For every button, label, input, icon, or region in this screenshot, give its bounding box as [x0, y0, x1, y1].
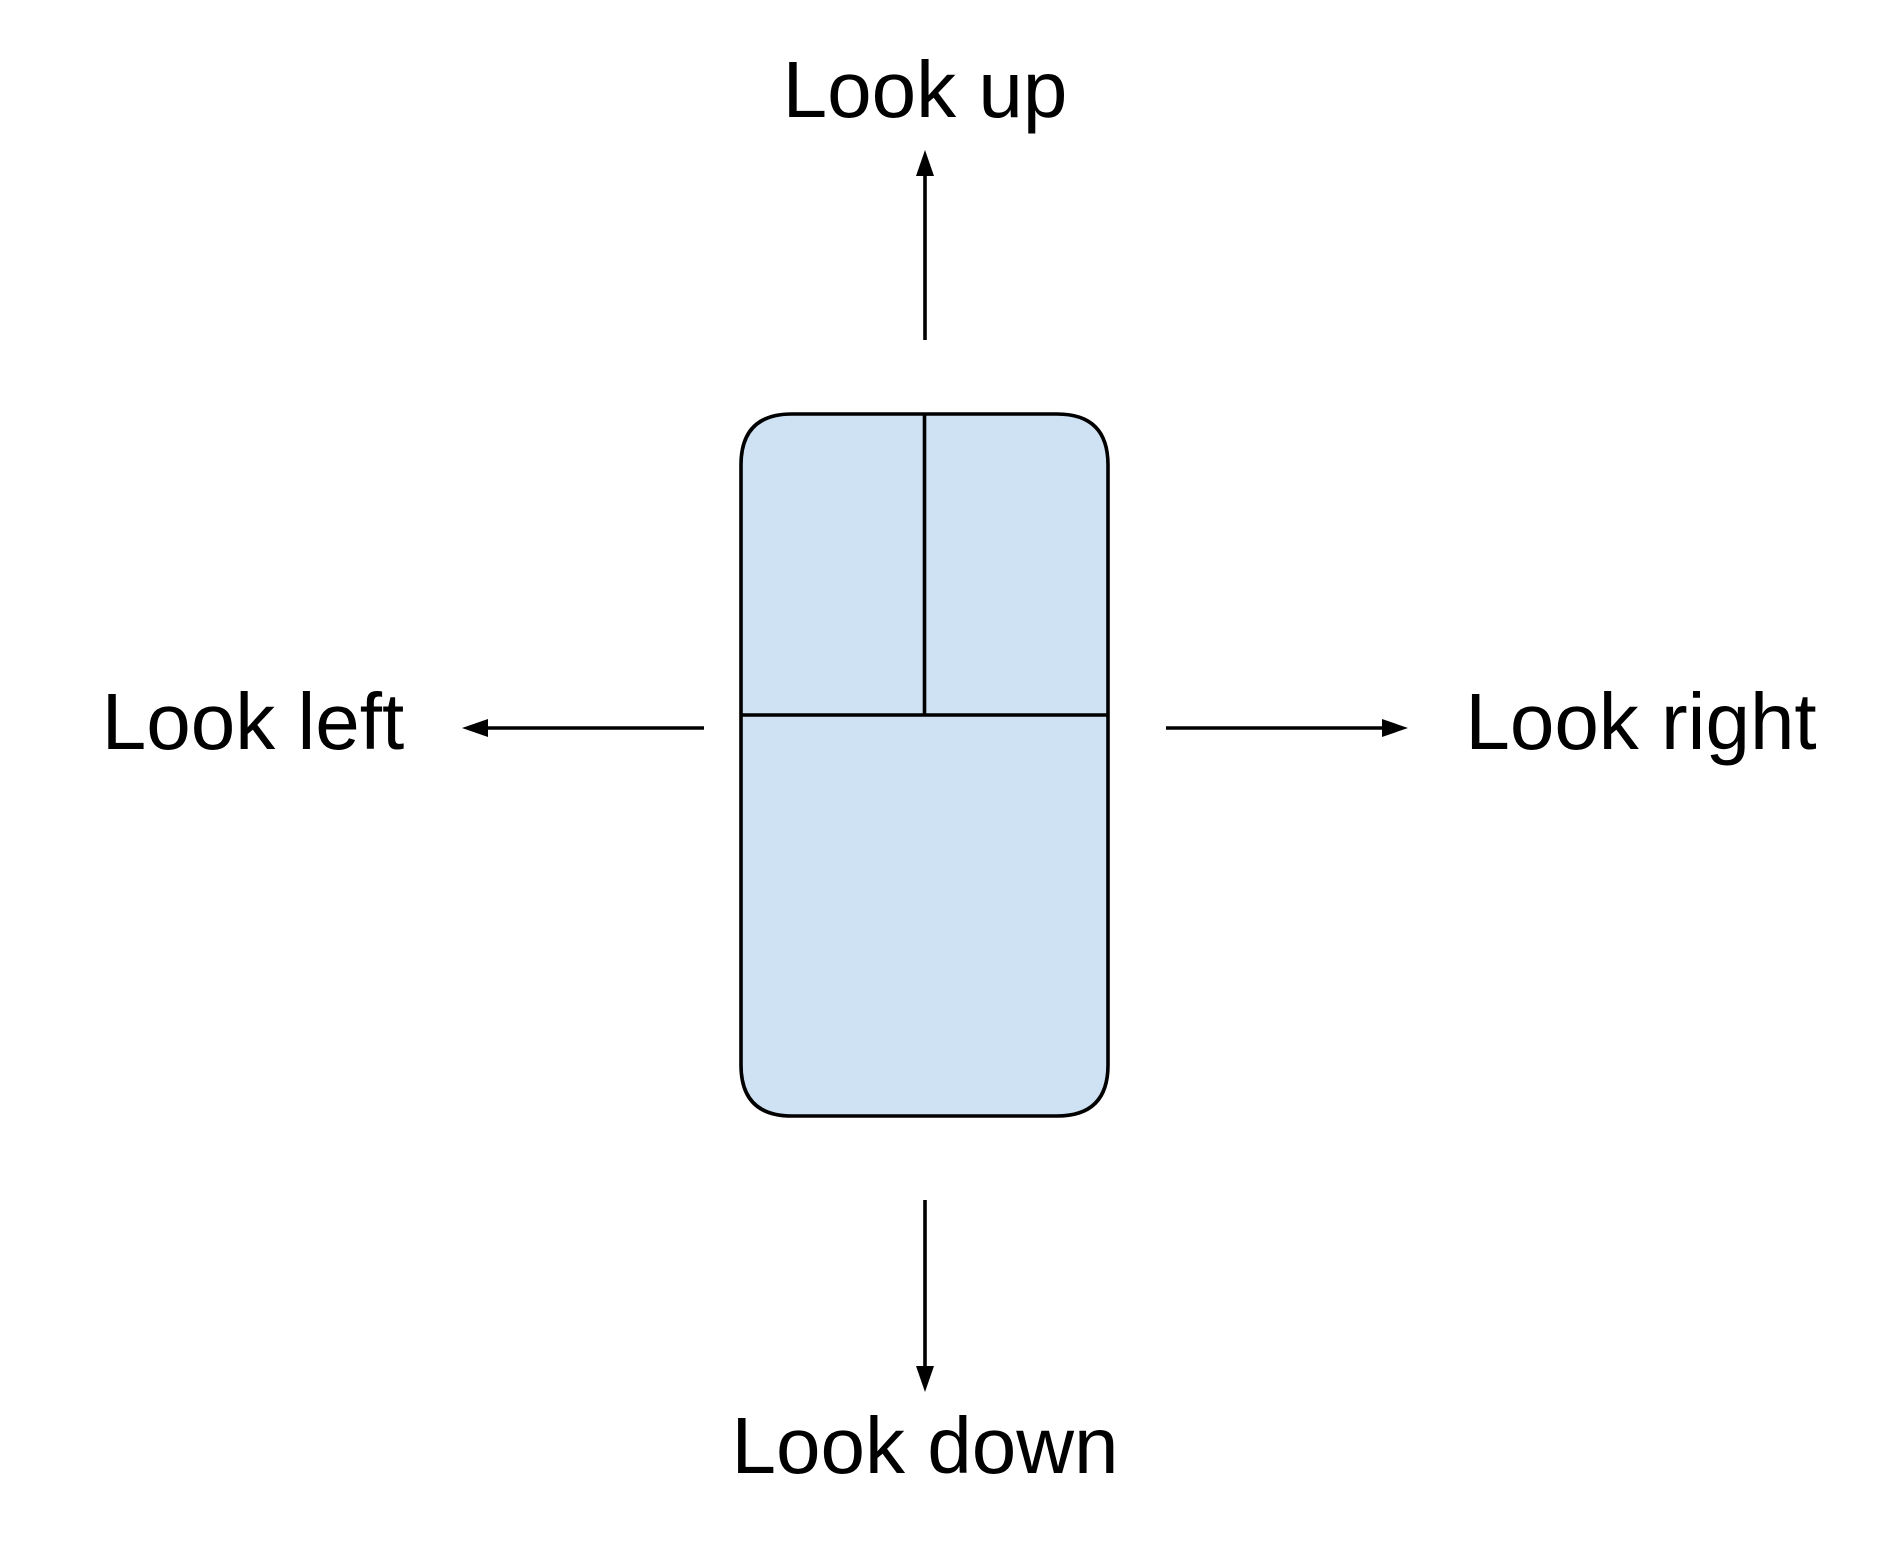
- mouse-body: [739, 412, 1110, 1118]
- arrow-left-icon: [462, 719, 704, 737]
- mouse-icon: [739, 412, 1110, 1118]
- look-down-label: Look down: [732, 1401, 1119, 1490]
- look-up-label: Look up: [783, 45, 1068, 134]
- arrow-down-icon: [916, 1200, 934, 1392]
- arrow-up-icon: [916, 150, 934, 340]
- look-right-label: Look right: [1465, 677, 1816, 766]
- arrow-right-icon: [1166, 719, 1408, 737]
- look-left-label: Look left: [102, 677, 404, 766]
